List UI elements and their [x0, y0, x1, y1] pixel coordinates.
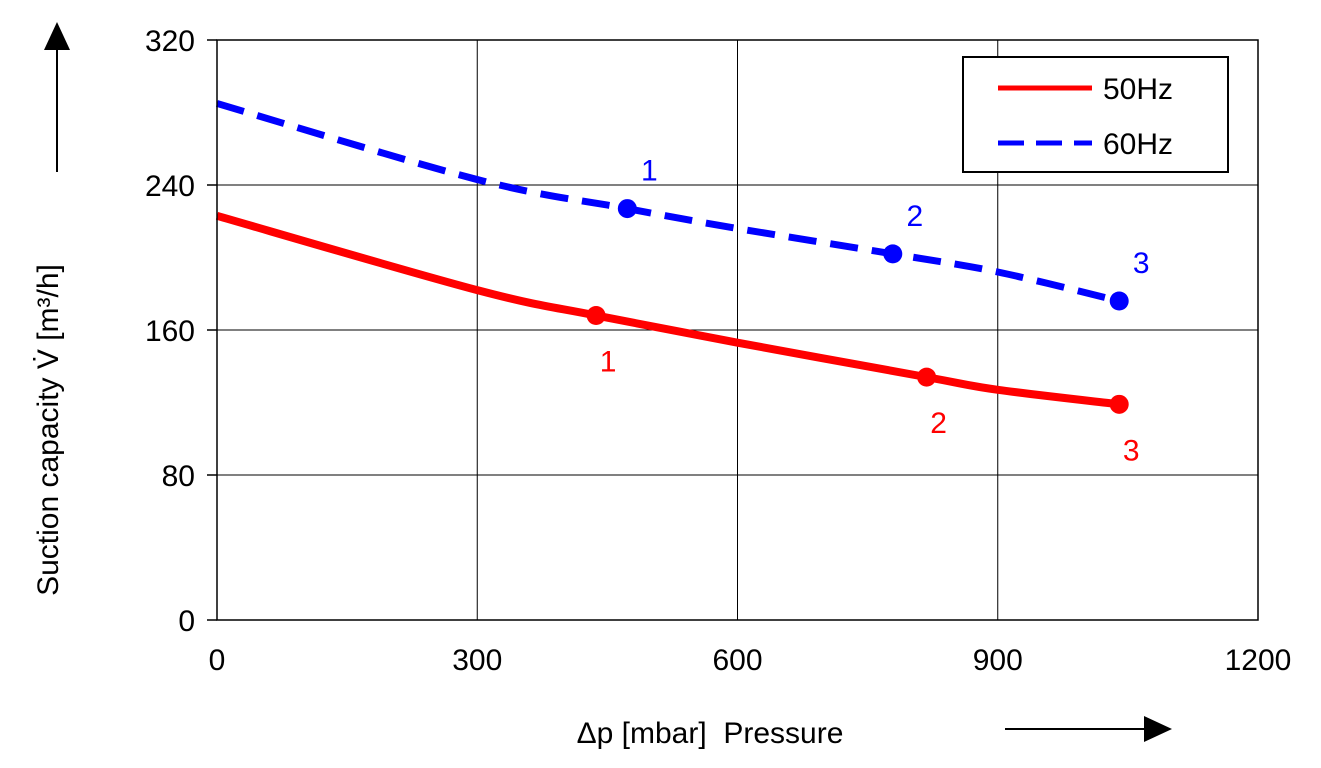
x-tick-label: 1200: [1225, 644, 1292, 677]
data-point-60hz: [883, 244, 903, 264]
y-tick-label: 240: [145, 170, 195, 203]
data-point-60hz: [1109, 291, 1129, 311]
data-point-label: 2: [906, 200, 923, 233]
x-tick-label: 600: [712, 644, 762, 677]
x-axis-label: Δp [mbar] Pressure: [577, 717, 844, 750]
x-tick-label: 900: [973, 644, 1023, 677]
legend-label-50hz: 50Hz: [1103, 73, 1173, 106]
x-axis-arrow-icon: [1144, 716, 1172, 742]
data-point-label: 1: [641, 155, 658, 188]
y-tick-label: 0: [178, 605, 195, 638]
tick-labels: 0 300 600 900 1200 0 80 160 240 320: [145, 25, 1291, 677]
data-point-label: 3: [1123, 434, 1140, 467]
legend-label-60hz: 60Hz: [1103, 128, 1173, 161]
x-tick-label: 300: [452, 644, 502, 677]
data-point-label: 2: [930, 407, 947, 440]
data-point-label: 1: [600, 346, 617, 379]
series-line-60hz: [216, 100, 1121, 305]
data-point-label: 3: [1133, 247, 1150, 280]
data-point-60hz: [617, 199, 637, 219]
plot-frame: [216, 39, 1259, 621]
data-point-50hz: [586, 306, 606, 325]
y-tick-label: 160: [145, 315, 195, 348]
y-axis-arrow-icon: [44, 22, 70, 50]
series-line-50hz: [215, 211, 1120, 409]
y-axis-label: Suction capacity V̇ [m³/h]: [32, 264, 65, 596]
data-point-50hz: [1109, 394, 1129, 414]
y-tick-label: 80: [162, 460, 195, 493]
y-tick-label: 320: [145, 25, 195, 58]
data-point-50hz: [917, 367, 937, 387]
legend: 50Hz 60Hz: [962, 56, 1229, 173]
series-layer: 1 2 3 1 2 3: [215, 100, 1150, 467]
x-tick-label: 0: [209, 644, 226, 677]
